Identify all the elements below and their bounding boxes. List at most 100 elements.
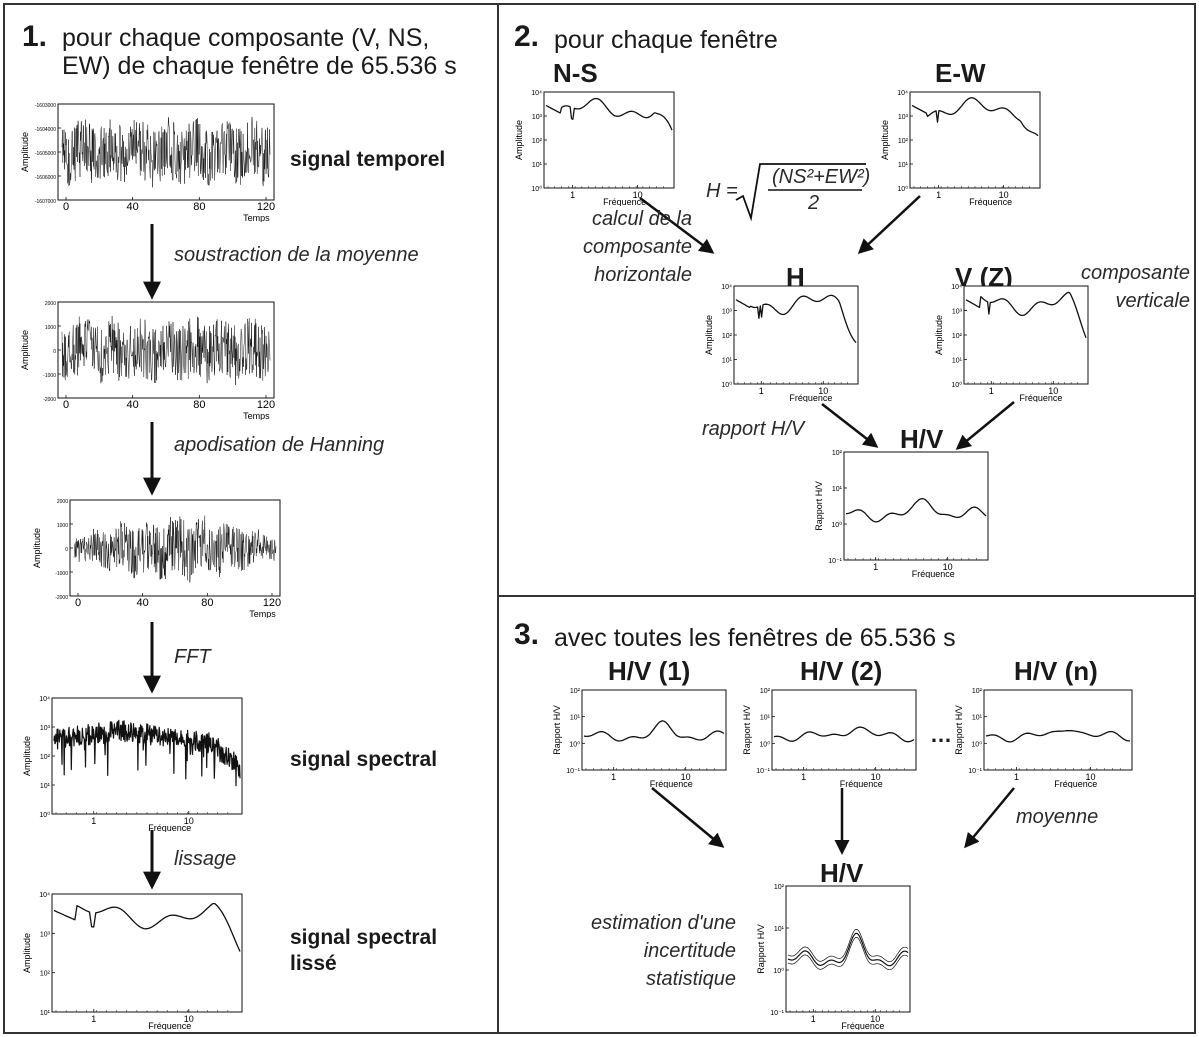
plot-mean-hv: Rapport H/V 10² 10¹ 10⁰ 10⁻¹ 1 10 Fréquence: [756, 880, 916, 1030]
plot-xtick-label: 40: [127, 201, 139, 213]
plot-xtick-label: 120: [257, 399, 275, 411]
plot-xtick-label: 1: [989, 386, 994, 396]
plot-ytick-label: -1604000: [35, 127, 56, 133]
plot-signal-spectral-lisse: Amplitude 10⁴ 10³ 10² 10¹ 1 10 Fréquence: [22, 888, 248, 1030]
step-composante-2: verticale: [1115, 290, 1190, 312]
plot-ytick-label: 10⁻¹: [828, 558, 842, 565]
step-estimation-2: incertitude: [643, 940, 736, 962]
plot-ytick-label: -2000: [55, 595, 68, 601]
step-moyenne: moyenne: [1016, 806, 1099, 828]
mini-plot-svg: Amplitude -1603000 -1604000 -1605000 -160600…: [20, 103, 275, 222]
plot-hv2: Rapport H/V 10² 10¹ 10⁰ 10⁻¹ 1 10 Fréquence: [742, 684, 922, 788]
step-estimation-3: statistique: [645, 968, 736, 990]
plot-ytick-label: 10¹: [898, 162, 909, 169]
plot-hvn: Rapport H/V 10² 10¹ 10⁰ 10⁻¹ 1 10 Fréquence: [954, 684, 1138, 788]
panel1-heading-line2: EW) de chaque fenêtre de 65.536 s: [62, 52, 457, 80]
plot-xtick-label: 1: [611, 772, 616, 782]
plot-ytick-label: 10⁰: [759, 740, 770, 748]
plot-ylabel: Amplitude: [22, 736, 32, 776]
plot-ylabel: Amplitude: [20, 132, 30, 172]
plot-ytick-label: 10⁰: [773, 967, 784, 975]
plot-xtick-label: 1: [811, 1014, 816, 1024]
plot-frame: [57, 103, 275, 201]
title-hvn: H/V (n): [1014, 656, 1098, 686]
plot-h: Amplitude 10⁴ 10³ 10² 10¹ 10⁰ 1 10 Fréquence: [704, 280, 864, 402]
plot-xlabel: Temps: [249, 609, 276, 618]
panel2-heading: pour chaque fenêtre: [554, 26, 778, 54]
plot-ytick-label: 10¹: [570, 715, 581, 722]
plot-xtick-label: 120: [257, 201, 275, 213]
plot-xtick-label: 1: [801, 772, 806, 782]
plot-xtick-label: 1: [1014, 772, 1019, 782]
outer-frame: [3, 3, 1196, 1034]
plot-ytick-label: 10⁰: [569, 740, 580, 748]
plot-xlabel: Temps: [243, 411, 270, 420]
label-signal-spectral-lisse-1: signal spectral: [290, 926, 438, 949]
plot-ylabel: Amplitude: [32, 528, 42, 568]
plot-frame: [843, 451, 989, 561]
plot-ytick-label: 10³: [898, 114, 909, 121]
plot-xtick-label: 0: [63, 399, 69, 411]
plot-xtick-label: 80: [193, 201, 205, 213]
plot-ytick-label: 10⁻¹: [968, 768, 982, 775]
plot-xtick-label: 40: [137, 597, 149, 609]
plot-xtick-label: 1: [936, 190, 941, 200]
arrow-hvn-to-mean: [964, 787, 1015, 849]
fft-spectrum-trace: [53, 719, 241, 787]
hv-ratio-trace: [773, 726, 915, 743]
plot-ytick-label: 10⁻¹: [566, 768, 580, 775]
formula-lhs: H =: [706, 180, 738, 202]
plot-ytick-label: 10⁰: [531, 185, 542, 193]
plot-ytick-label: 10⁻¹: [770, 1010, 784, 1017]
plot-ytick-label: 10⁰: [831, 521, 842, 529]
plot-xtick-label: 10: [1048, 386, 1058, 396]
title-hv1: H/V (1): [608, 656, 691, 686]
plot-ytick-label: 10⁴: [39, 892, 50, 899]
plot-ytick-label: 10²: [532, 138, 543, 145]
step-composante-1: composante: [1081, 262, 1190, 284]
plot-ytick-label: 10³: [532, 114, 543, 121]
plot-xtick-label: 1: [759, 386, 764, 396]
plot-ylabel: Amplitude: [704, 315, 714, 355]
time-series-trace: [61, 116, 271, 188]
step-apodisation: apodisation de Hanning: [174, 434, 385, 456]
panel3-number: 3.: [514, 618, 540, 651]
plot-ylabel: Rapport H/V: [742, 705, 752, 755]
plot-ytick-label: 10⁴: [951, 284, 962, 291]
plot-ylabel: Amplitude: [22, 933, 32, 973]
plot-ytick-label: 0: [65, 547, 68, 553]
plot-xlabel: Fréquence: [650, 779, 693, 788]
plot-signal-temporel: Amplitude -1603000 -1604000 -1605000 -160600…: [18, 98, 280, 222]
plot-ytick-label: 10²: [898, 138, 909, 145]
smoothed-spectrum-trace: [965, 291, 1087, 339]
plot-ylabel: Rapport H/V: [954, 705, 964, 755]
plot-xtick-label: 10: [1086, 772, 1096, 782]
plot-ytick-label: 10¹: [952, 358, 963, 365]
plot-frame: [51, 697, 243, 815]
step-calcul-1: calcul de la: [591, 208, 692, 230]
step-fft: FFT: [174, 646, 211, 668]
plot-apodisation: Amplitude 2000 1000 0 -1000 -2000 0 40 80 120 Temp…: [30, 494, 286, 618]
plot-soustraction: Amplitude 2000 1000 0 -1000 -2000 0 40 80 120 Temp…: [18, 296, 280, 420]
plot-xtick-label: 1: [91, 816, 96, 826]
plot-ytick-label: 10⁰: [951, 381, 962, 389]
plot-ytick-label: 10²: [40, 754, 51, 761]
plot-ytick-label: 10⁴: [721, 284, 732, 291]
plot-ytick-label: 10¹: [832, 486, 843, 493]
plot-xtick-label: 10: [184, 816, 194, 826]
label-signal-spectral: signal spectral: [290, 748, 438, 771]
plot-ytick-label: 10¹: [40, 783, 51, 790]
plot-xlabel: Fréquence: [912, 569, 955, 578]
label-signal-spectral-lisse-2: lissé: [290, 952, 337, 975]
plot-ytick-label: 10²: [972, 688, 983, 695]
smoothed-spectrum-trace: [911, 97, 1039, 137]
title-hv2: H/V (2): [800, 656, 883, 686]
hv-ratio-trace: [845, 498, 987, 523]
plot-ylabel: Rapport H/V: [814, 481, 824, 531]
plot-ytick-label: -1606000: [35, 175, 56, 181]
plot-xtick-label: 0: [75, 597, 81, 609]
